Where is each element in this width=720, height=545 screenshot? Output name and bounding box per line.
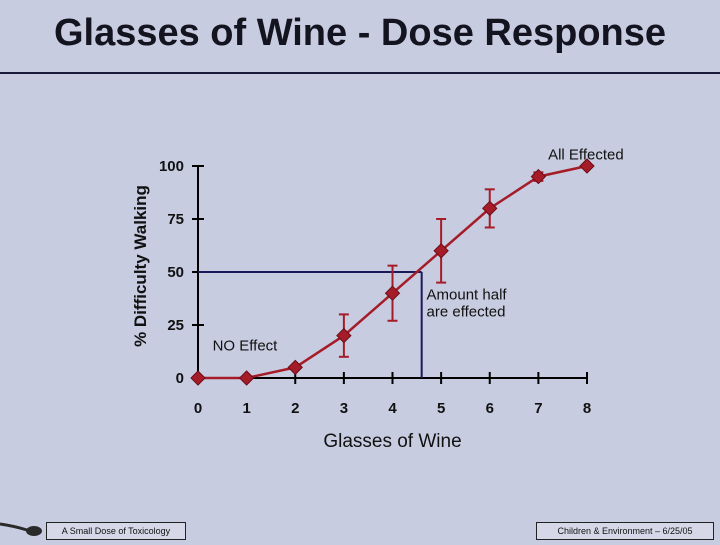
- data-point-1: [238, 370, 255, 386]
- x-tick-label-8: 8: [583, 400, 591, 417]
- data-point-2: [287, 359, 303, 376]
- x-tick-label-0: 0: [194, 400, 202, 417]
- x-tick-label-6: 6: [486, 400, 494, 417]
- y-tick-label-4: 100: [159, 158, 184, 175]
- x-tick-label-2: 2: [291, 400, 299, 417]
- data-point-7: [530, 168, 547, 185]
- y-tick-label-2: 50: [167, 264, 184, 281]
- annotation-1: Amount half: [427, 287, 508, 304]
- x-tick-label-4: 4: [388, 400, 397, 417]
- data-point-5: [433, 243, 449, 259]
- annotation-2: are effected: [427, 304, 506, 321]
- data-point-3: [336, 327, 352, 344]
- footer-right-label: Children & Environment – 6/25/05: [536, 522, 714, 540]
- data-point-8: [579, 158, 595, 174]
- spoon-icon: [0, 518, 44, 540]
- data-point-4: [384, 285, 401, 301]
- footer-left-label: A Small Dose of Toxicology: [46, 522, 186, 540]
- x-axis-label: Glasses of Wine: [323, 431, 461, 452]
- page-title: Glasses of Wine - Dose Response: [53, 12, 667, 54]
- annotation-3: NO Effect: [213, 337, 279, 354]
- data-point-6: [482, 200, 498, 217]
- x-tick-label-1: 1: [242, 400, 250, 417]
- data-point-0: [190, 370, 206, 386]
- annotation-0: All Effected: [548, 147, 624, 164]
- y-tick-label-1: 25: [167, 317, 184, 334]
- y-axis-label: % Difficulty Walking: [131, 185, 150, 347]
- x-tick-label-5: 5: [437, 400, 445, 417]
- x-tick-label-3: 3: [340, 400, 348, 417]
- x-tick-label-7: 7: [534, 400, 542, 417]
- y-tick-label-0: 0: [176, 370, 184, 387]
- y-tick-label-3: 75: [167, 211, 184, 228]
- title-band: [0, 0, 720, 74]
